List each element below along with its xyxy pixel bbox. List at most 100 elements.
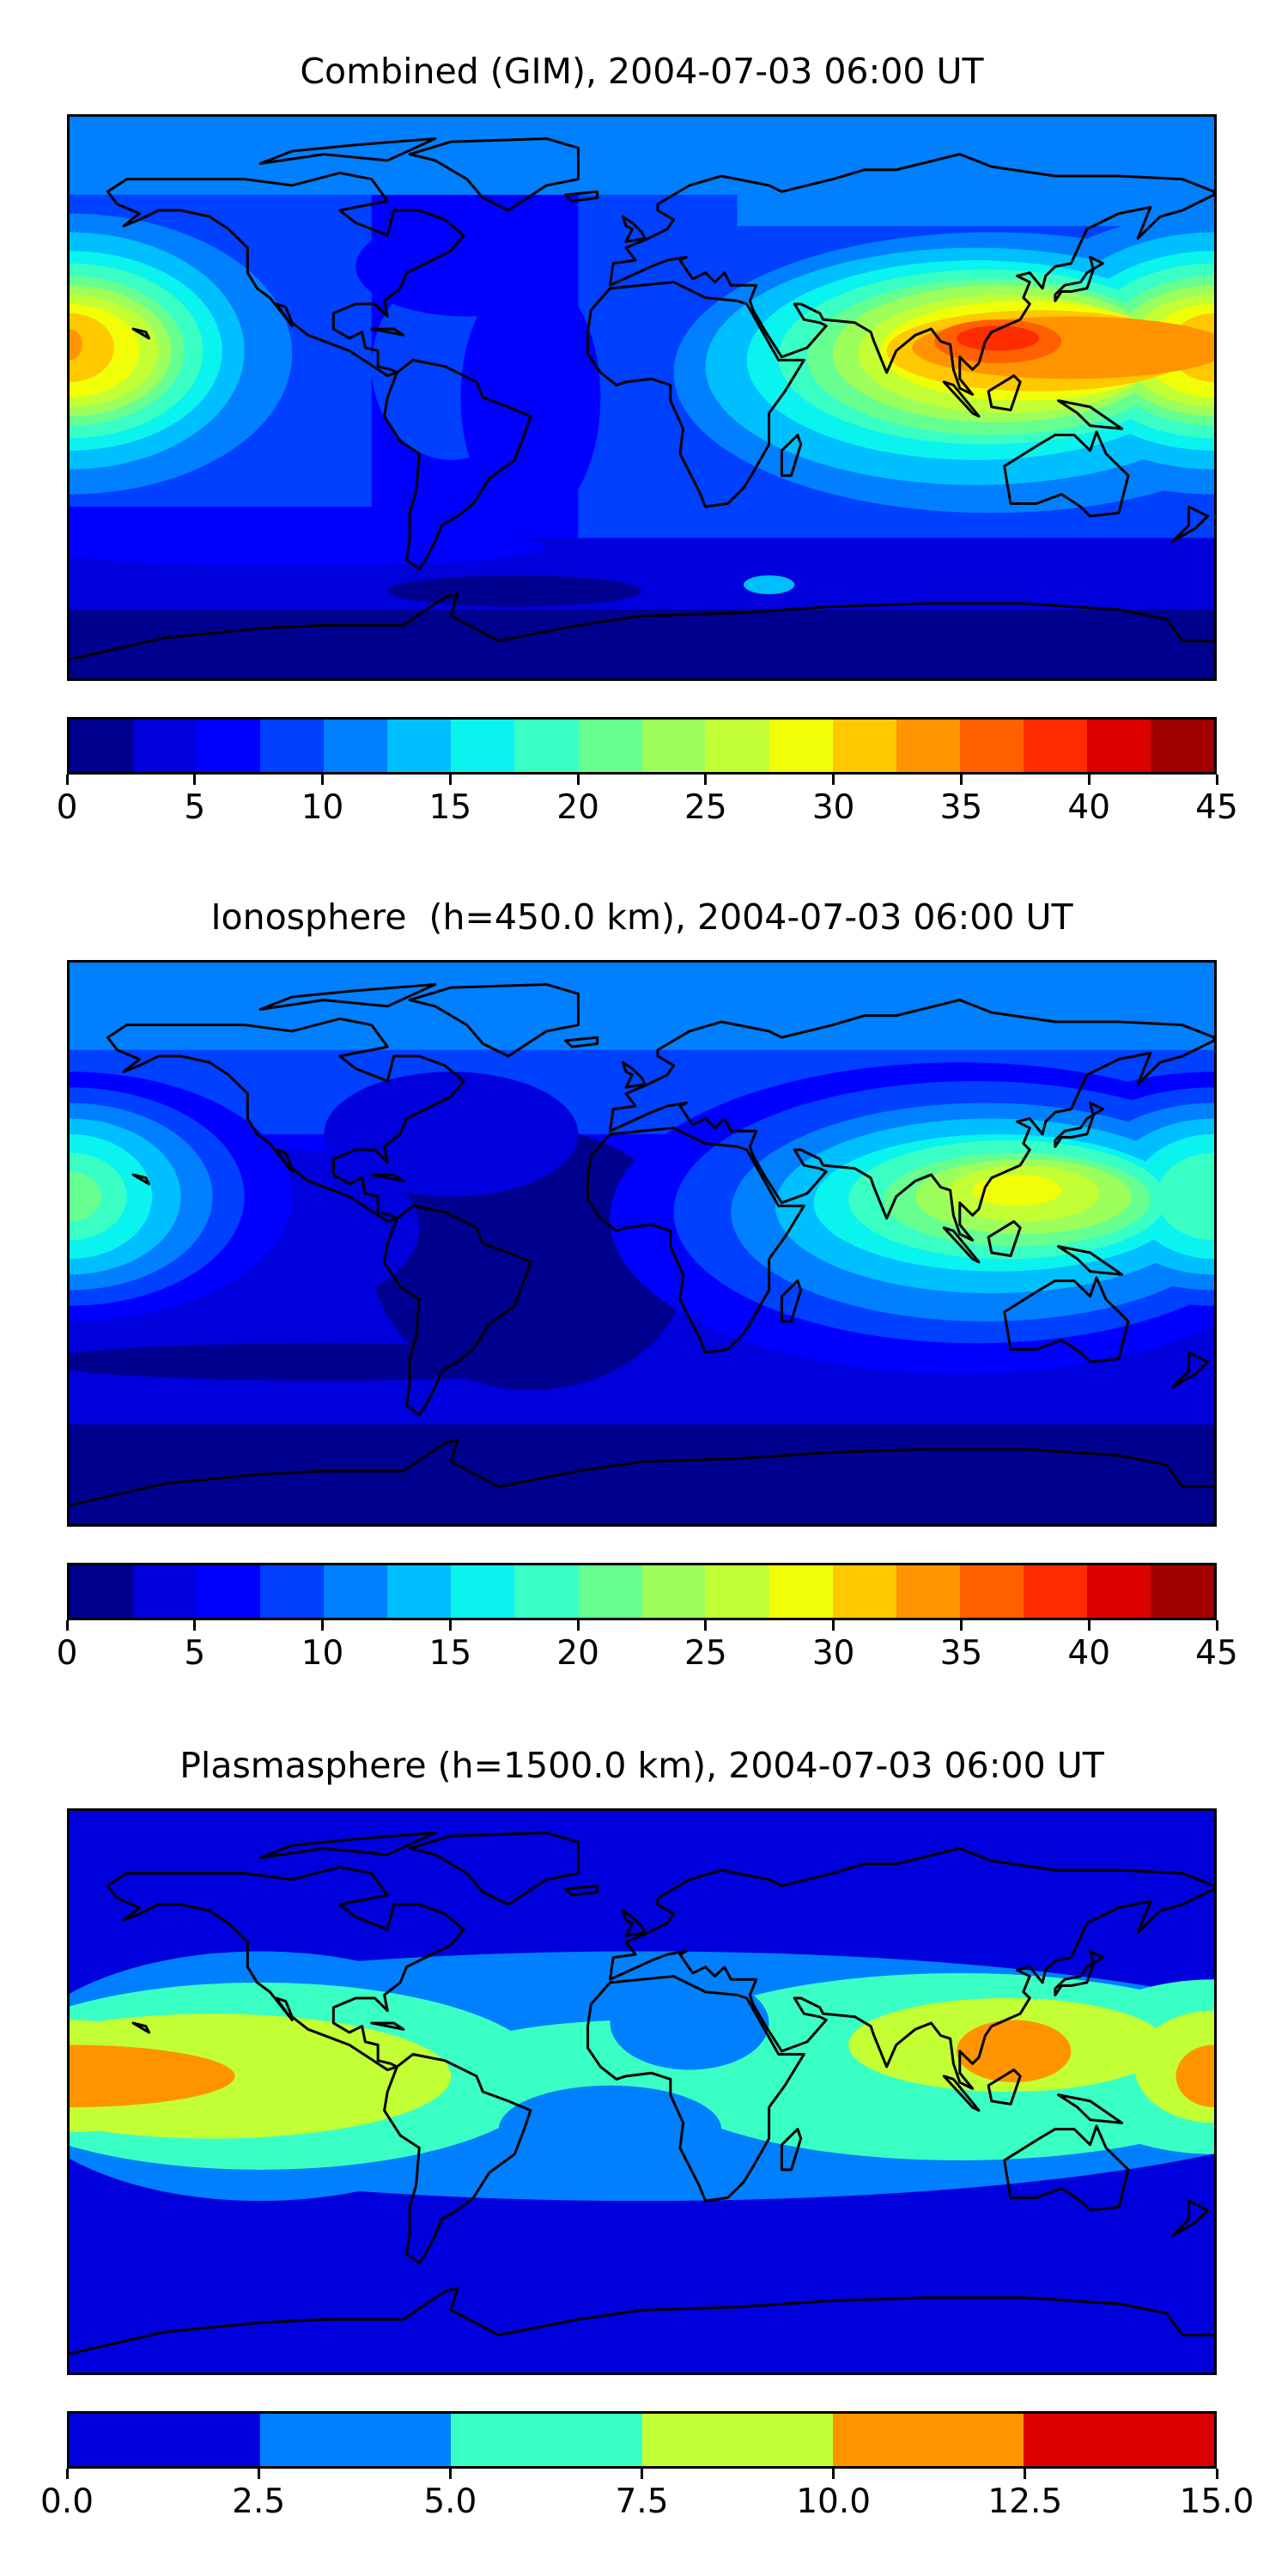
coastline (610, 155, 1214, 395)
colorbar-tick-label: 12.5 (987, 2482, 1063, 2521)
colorbar-segment (197, 1565, 261, 1618)
contour-map (70, 1811, 1214, 2372)
coastline (944, 1228, 979, 1262)
colorbar-ticks: 0 5 10 15 20 25 30 35 40 45 (57, 775, 1238, 835)
colorbar-segment (832, 1565, 896, 1618)
coastline (133, 2023, 149, 2032)
colorbar-ticks: 0.0 2.5 5.0 7.5 10.0 12.5 15.0 (40, 2469, 1254, 2529)
colorbar-tick-label: 30 (811, 1634, 855, 1673)
colorbar (67, 1563, 1217, 1620)
colorbar-segment (1023, 720, 1087, 772)
coastline (107, 1867, 464, 2069)
coastline (1059, 1247, 1122, 1275)
coastline (1173, 2201, 1208, 2235)
colorbar-tick (1215, 1620, 1218, 1631)
colorbar-segment (959, 720, 1024, 772)
colorbar-tick (1087, 1620, 1091, 1631)
tec-map (67, 114, 1217, 681)
colorbar-tick (832, 775, 835, 785)
colorbar-tick (1215, 2469, 1218, 2479)
colorbar-segment (451, 720, 515, 772)
colorbar-segment (197, 720, 261, 772)
colorbar-segment (514, 720, 579, 772)
colorbar-tick (65, 2469, 69, 2479)
colorbar-segment (324, 1565, 388, 1618)
panel-title: Ionosphere (h=450.0 km), 2004-07-03 06:0… (210, 896, 1073, 938)
colorbar-tick (65, 775, 69, 785)
coastline (566, 1886, 598, 1895)
colorbar-tick (65, 1620, 69, 1631)
colorbar-tick-label: 15 (428, 1634, 472, 1673)
contour-level-0 (70, 1343, 611, 1381)
contour-level-12 (70, 313, 114, 382)
colorbar-segment (705, 720, 769, 772)
panel-title: Plasmasphere (h=1500.0 km), 2004-07-03 0… (179, 1745, 1104, 1786)
coastline (588, 283, 805, 507)
contour-level-5 (743, 575, 795, 594)
colorbar-tick-label: 25 (684, 1634, 727, 1673)
colorbar-tick-label: 30 (811, 788, 855, 827)
coastline (566, 191, 598, 201)
colorbar (67, 2411, 1217, 2469)
coastline (623, 1911, 645, 1935)
colorbar-segment (451, 2414, 642, 2466)
colorbar-ticks: 0 5 10 15 20 25 30 35 40 45 (57, 1620, 1238, 1680)
colorbar-segment (514, 1565, 579, 1618)
coastline (1059, 401, 1122, 429)
colorbar-tick-label: 10 (301, 1634, 344, 1673)
contour-level-4 (70, 963, 1214, 1050)
colorbar-tick-label: 0 (56, 788, 78, 827)
colorbar-segment (896, 1565, 960, 1618)
colorbar-segment (1151, 1565, 1215, 1618)
coastline (372, 2023, 404, 2029)
colorbar-tick-label: 40 (1067, 1634, 1111, 1673)
coastline (1059, 2095, 1122, 2123)
colorbar-segment (260, 1565, 325, 1618)
colorbar-tick (1087, 775, 1091, 785)
coastline (410, 984, 578, 1056)
colorbar-tick (448, 775, 452, 785)
colorbar-tick (704, 1620, 708, 1631)
colorbar-tick (321, 775, 325, 785)
colorbar-segment (260, 2414, 452, 2466)
colorbar-segment (705, 1565, 769, 1618)
panel-plasmasphere: Plasmasphere (h=1500.0 km), 2004-07-03 0… (0, 1744, 1288, 2568)
contour-level-0 (70, 610, 1214, 678)
colorbar-segment (832, 720, 896, 772)
colorbar-tick (576, 775, 580, 785)
contour-level-2 (460, 272, 601, 523)
contour-level-1 (324, 1072, 579, 1197)
colorbar-tick (193, 1620, 197, 1631)
coastline (385, 360, 531, 568)
colorbar-tick-label: 5.0 (423, 2482, 477, 2521)
colorbar-tick (321, 1620, 325, 1631)
colorbar-tick-label: 25 (684, 788, 727, 827)
coastline (944, 2076, 979, 2111)
colorbar-tick-label: 45 (1195, 1634, 1238, 1673)
coastline (410, 1832, 578, 1905)
colorbar-segment (387, 720, 452, 772)
coastline (610, 1000, 1214, 1241)
coastline (1005, 2126, 1128, 2210)
coastline (385, 1206, 531, 1414)
colorbar-tick (257, 2469, 260, 2479)
coastline (1173, 507, 1208, 541)
colorbar-segment (641, 1565, 706, 1618)
contour-level-7 (1157, 1152, 1214, 1241)
coastline (107, 1018, 464, 1221)
colorbar-segment (1023, 2414, 1215, 2466)
coastline (385, 2054, 531, 2263)
coastline (610, 1849, 1214, 2089)
colorbar-tick (1024, 2469, 1027, 2479)
coastline (410, 138, 578, 210)
colorbar-tick-label: 10 (301, 788, 344, 827)
colorbar-tick (704, 775, 708, 785)
coastline (588, 1128, 805, 1353)
colorbar-segment (1151, 720, 1215, 772)
panel-ionosphere: Ionosphere (h=450.0 km), 2004-07-03 06:0… (0, 896, 1288, 1720)
coastline (70, 1440, 1214, 1505)
colorbar-segment (70, 2414, 261, 2466)
coastline (988, 2070, 1020, 2105)
colorbar-tick-label: 10.0 (796, 2482, 872, 2521)
colorbar-segment (959, 1565, 1024, 1618)
